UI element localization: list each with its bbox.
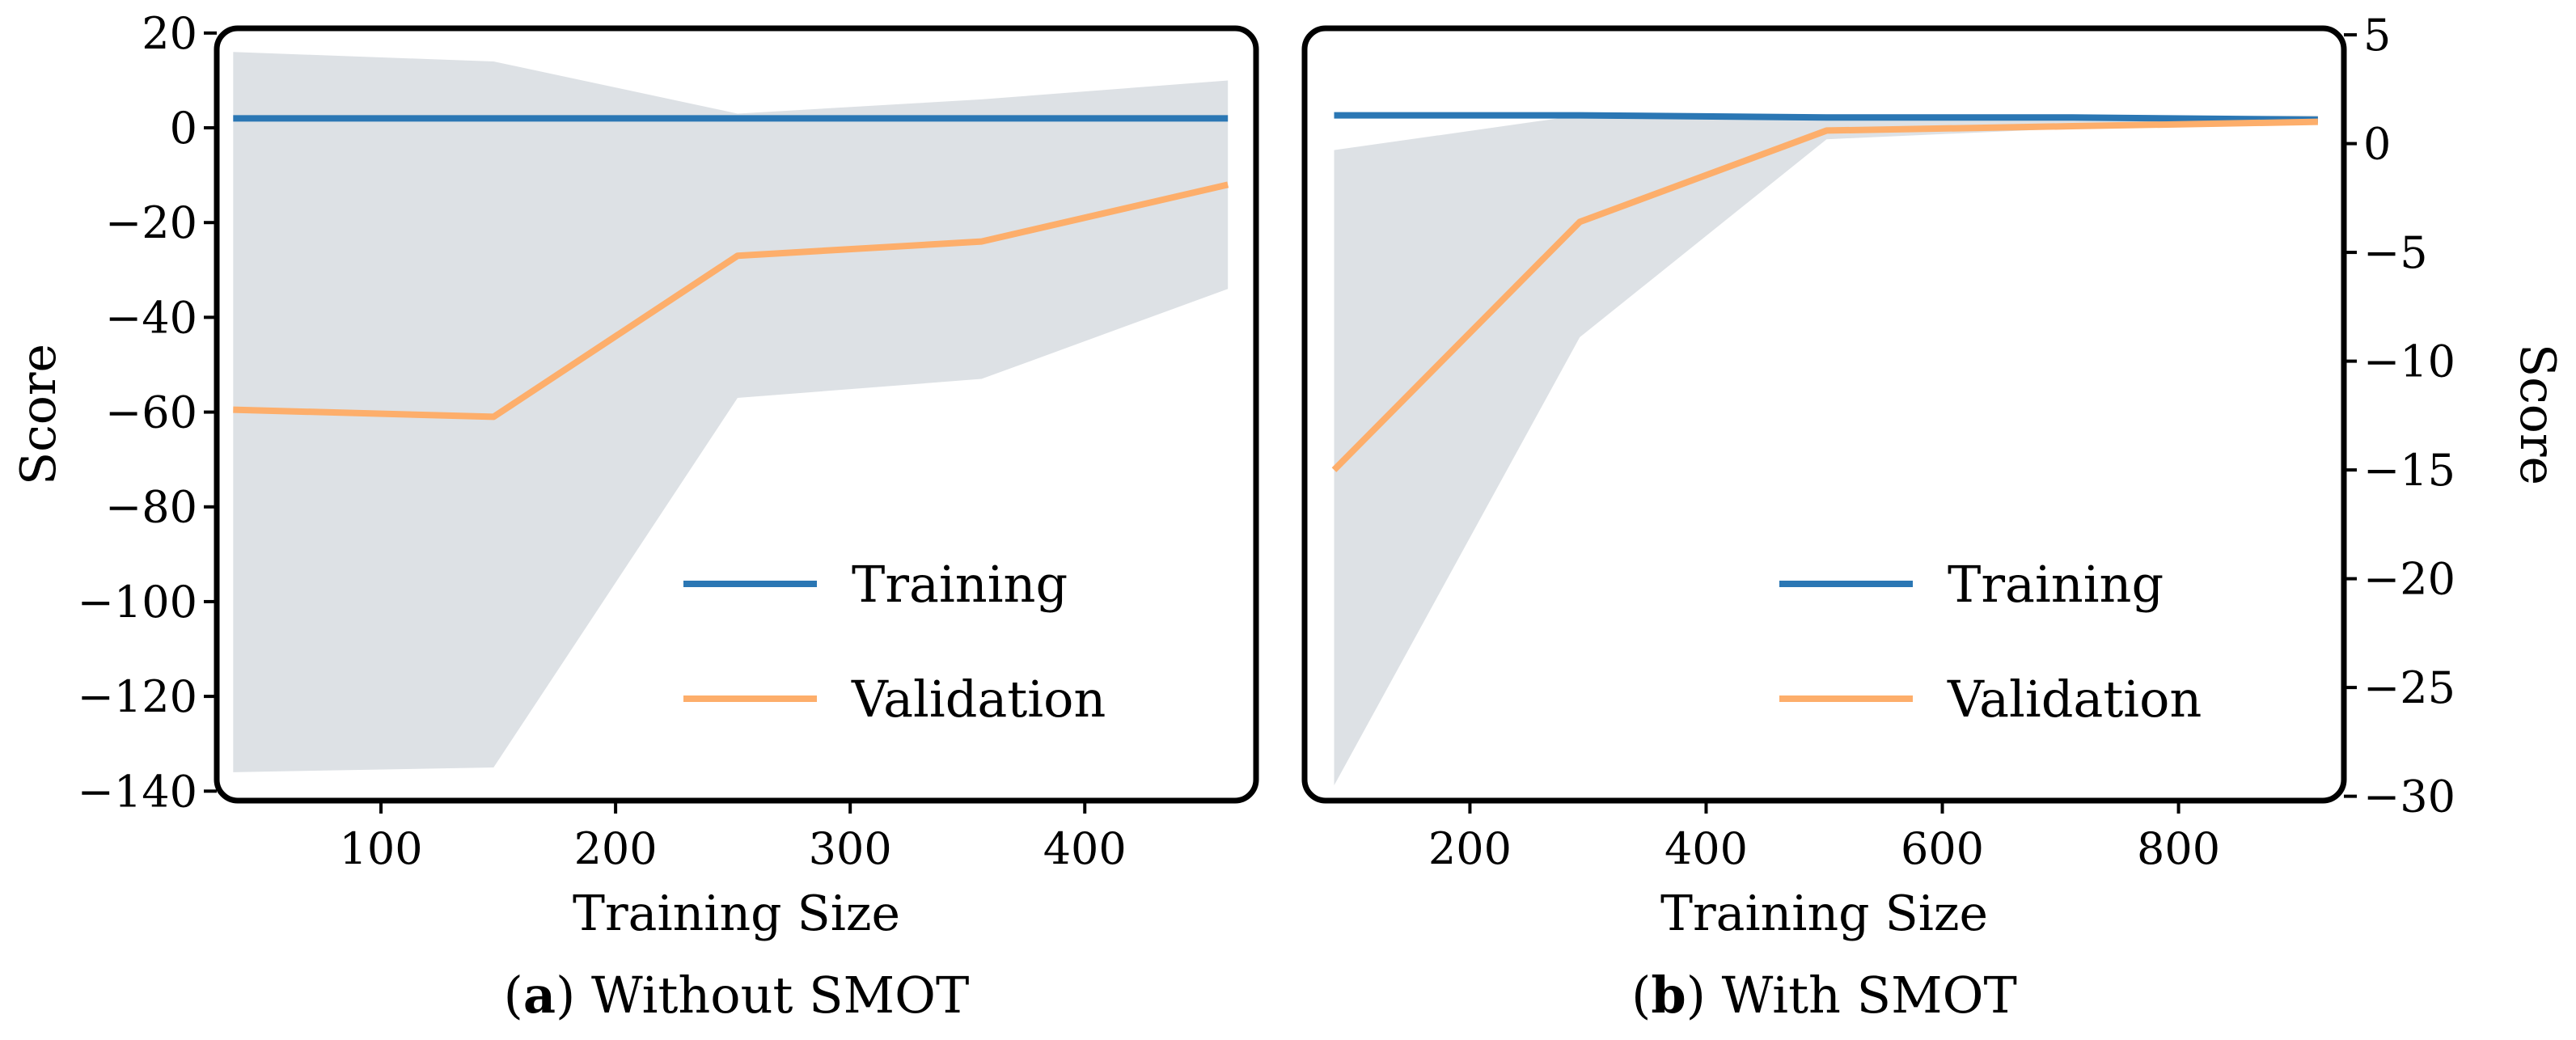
panel-b-caption: (b) With SMOT: [1631, 966, 2017, 1025]
panel-b-y-tick-label: −25: [2363, 662, 2455, 713]
panel-a-frame: [214, 25, 1259, 804]
panel-a-caption-open-paren: (: [504, 966, 523, 1025]
panel-a-x-tick-label: 300: [809, 823, 892, 874]
panel-a-x-axis-label: Training Size: [573, 886, 900, 942]
panel-a-x-tick-label: 400: [1043, 823, 1127, 874]
panel-b-series-validation-line: [1331, 118, 2318, 472]
panel-b-caption-letter: b: [1651, 966, 1686, 1025]
panel-b-caption-open-paren: (: [1631, 966, 1651, 1025]
panel-b-x-tick-label: 200: [1428, 823, 1512, 874]
panel-a-y-tick-label: −40: [105, 292, 197, 343]
panel-b-caption-text: With SMOT: [1706, 966, 2017, 1025]
panel-a-y-tick-label: −120: [78, 671, 197, 722]
panel-a-y-tick-label: −60: [105, 387, 197, 438]
panel-a-caption: (a) Without SMOT: [504, 966, 970, 1025]
panel-a-y-tick-label: 0: [170, 103, 197, 154]
panel-b-y-axis-label: Score: [2509, 344, 2565, 485]
panel-b-y-tick-label: −30: [2363, 772, 2455, 822]
panel-b-y-tick-label: −5: [2363, 227, 2428, 278]
panel-a-legend-training-label: Training: [852, 555, 1068, 614]
panel-b-chart: 200 400 600 800 5 0 −5 −10 −15 −20 −25 −30 Training …: [1301, 10, 2565, 1025]
panel-a-chart: 100 200 300 400200−20−40−60−80−100−120−140T…: [11, 8, 1259, 1025]
panel-a-confidence-band: [233, 52, 1229, 772]
panel-b-frame: [1301, 25, 2347, 804]
panel-a-x-tick-label: 200: [574, 823, 658, 874]
panel-a-series-validation-line: [233, 181, 1229, 421]
panel-b-caption-close-paren: ): [1686, 966, 1706, 1025]
panel-a-legend-validation-label: Validation: [851, 670, 1106, 729]
panel-b-y-tick-label: −10: [2363, 336, 2455, 387]
panel-b-series-training-line: [1334, 112, 2318, 123]
panel-a-y-tick-label: −20: [105, 197, 197, 248]
panel-b-x-axis-label: Training Size: [1660, 886, 1988, 942]
panel-a-y-tick-label: 20: [142, 8, 197, 59]
panel-a-y-axis-label: Score: [11, 344, 67, 485]
panel-b-x-tick-label: 400: [1664, 823, 1748, 874]
panel-b-x-tick-label: 800: [2137, 823, 2220, 874]
panel-a-x-tick-label: 100: [340, 823, 423, 874]
panel-b-y-tick-label: 0: [2363, 119, 2391, 170]
panel-a-caption-text: Without SMOT: [575, 966, 969, 1025]
panel-a-caption-close-paren: ): [556, 966, 575, 1025]
panel-b-legend-training-label: Training: [1948, 555, 2164, 614]
panel-b-y-tick-label: −20: [2363, 554, 2455, 605]
panel-b-legend-validation-label: Validation: [1947, 670, 2202, 729]
panel-b-y-tick-label: 5: [2363, 10, 2391, 61]
panel-a-y-tick-label: −80: [105, 482, 197, 533]
panel-a-y-tick-label: −100: [78, 577, 197, 628]
panel-a-y-tick-label: −140: [78, 766, 197, 817]
panel-b-x-tick-label: 600: [1901, 823, 1984, 874]
panel-b-y-tick-label: −15: [2363, 445, 2455, 496]
panel-a-caption-letter: a: [523, 966, 556, 1025]
panel-b-confidence-band: [1334, 115, 2318, 786]
